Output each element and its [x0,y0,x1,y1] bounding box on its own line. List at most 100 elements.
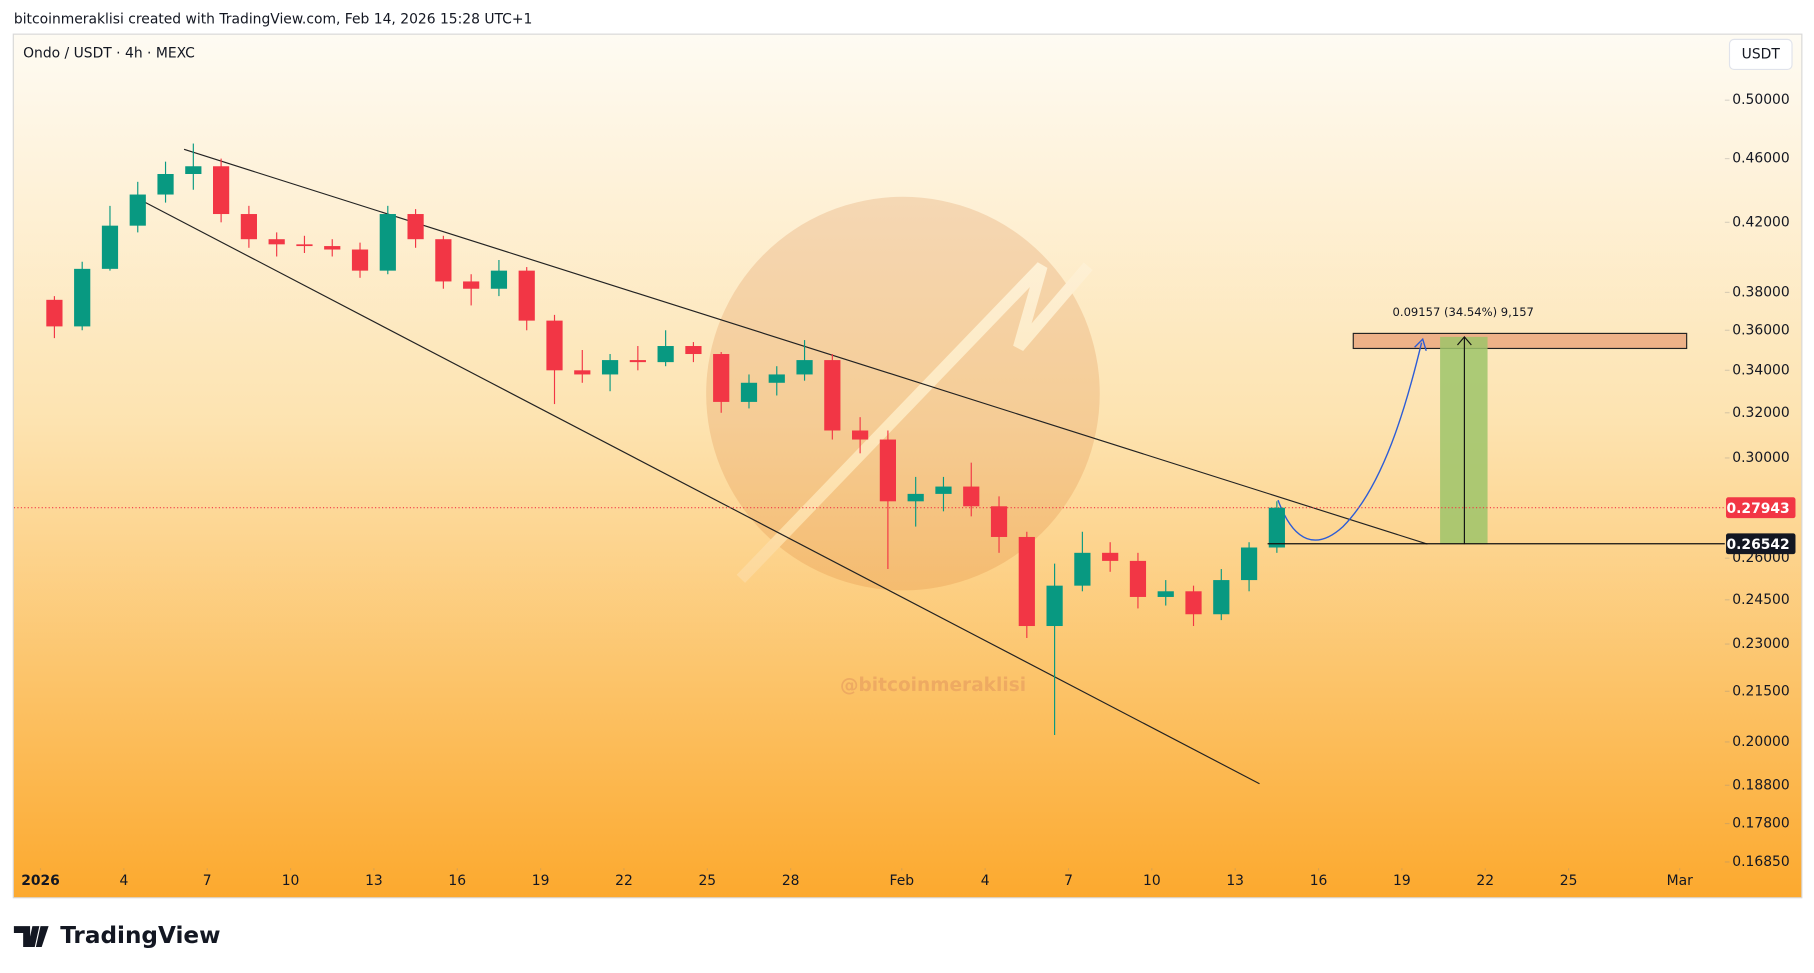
credit: bitcoinmeraklisi created with TradingVie… [14,12,532,28]
candles [13,143,1725,735]
candle-body [1074,552,1091,586]
last-price-label: 0.27943 [1726,501,1789,517]
candle-body [129,194,146,226]
x-tick-label: 10 [282,873,300,889]
candle-body [185,166,202,175]
symbol-title: Ondo / USDT · 4h · MEXC [23,45,195,61]
candle-body [1157,591,1174,597]
candle-body [1102,552,1119,561]
candle-body [907,493,924,502]
currency: USDT [1742,46,1781,62]
candle-body [1240,547,1258,581]
brand: TradingView [13,923,221,949]
candle-body [963,486,980,507]
x-tick-label: 16 [448,873,466,889]
y-tick-label: 0.34000 [1732,362,1789,378]
candle-body [1268,507,1285,548]
candle-body [324,246,341,250]
x-tick-label: 13 [365,873,383,889]
y-tick-label: 0.23000 [1732,636,1789,652]
y-tick-label: 0.38000 [1732,284,1789,300]
y-tick-label: 0.24500 [1732,592,1789,608]
candle-body [379,214,396,271]
candle-body [490,270,508,289]
candle-body [1046,585,1063,627]
candle-body [46,299,63,327]
x-tick-label: 22 [615,873,633,889]
y-tick-label: 0.50000 [1732,92,1789,108]
candle-body [74,268,91,327]
y-tick-label: 0.20000 [1732,734,1789,750]
candle-body [852,430,869,440]
y-tick-label: 0.21500 [1732,683,1789,699]
projection-arrow [1414,337,1427,351]
candle-body [240,214,257,240]
y-tick-label: 0.26000 [1732,550,1789,566]
y-tick-label: 0.46000 [1732,151,1789,167]
candle-body [1129,560,1147,597]
x-tick-label: 13 [1226,873,1244,889]
candle-body [601,360,619,375]
candle-body [1185,591,1202,615]
x-tick-label: 2026 [21,873,60,889]
candle-body [1018,536,1035,627]
candle-body [1213,580,1230,615]
x-tick-label: Feb [890,873,915,889]
candle-body [101,225,119,269]
x-tick-label: 7 [203,873,212,889]
x-tick-label: 22 [1476,873,1494,889]
y-tick-label: 0.32000 [1732,405,1789,421]
level-tag [1726,533,1796,555]
candle-body [463,281,480,289]
measure-label: 0.09157 (34.54%) 9,157 [1393,305,1534,319]
x-tick-label: 4 [981,873,990,889]
x-tick-label: 16 [1310,873,1328,889]
candle-body [740,382,758,402]
candle-body [879,439,897,502]
level-label: 0.26542 [1726,537,1789,553]
candle-body [657,346,674,363]
x-tick-label: 19 [1393,873,1411,889]
y-tick-label: 0.42000 [1732,214,1789,230]
candle-body [824,360,841,431]
candle-body [157,174,174,195]
target-zone [1352,332,1688,350]
candle-body [546,320,563,371]
y-tick-label: 0.16850 [1732,854,1789,870]
x-tick-label: Mar [1667,873,1693,889]
drawings [138,148,1688,785]
projection-curve [1277,342,1423,541]
candle-body [768,374,785,383]
watermark: @bitcoinmeraklisi [840,675,1026,696]
x-tick-label: 25 [698,873,716,889]
candle-body [796,360,813,375]
candle-body [935,486,952,494]
currency-button[interactable] [1728,38,1793,71]
candle-body [435,239,452,282]
candle-body [713,354,730,402]
x-tick-label: 28 [782,873,800,889]
candle-body [990,506,1008,537]
y-tick-label: 0.18800 [1732,777,1789,793]
candle-body [629,360,646,363]
watermark-logo [706,196,1100,591]
last-price-tag [1726,497,1796,519]
candle-body [213,166,230,215]
candle-body [351,249,369,271]
candle-body [685,346,702,355]
candle-body [296,244,313,247]
candle-body [268,239,285,245]
x-tick-label: 4 [119,873,128,889]
trendline [138,198,1260,785]
y-tick-label: 0.30000 [1732,450,1789,466]
candle-body [518,270,535,321]
measure-arrow [1457,335,1472,346]
candle-body [574,370,591,375]
chart-panel [12,33,1803,899]
candle-body [407,214,424,240]
x-tick-label: 25 [1560,873,1578,889]
x-tick-label: 7 [1064,873,1073,889]
x-tick-label: 10 [1143,873,1161,889]
